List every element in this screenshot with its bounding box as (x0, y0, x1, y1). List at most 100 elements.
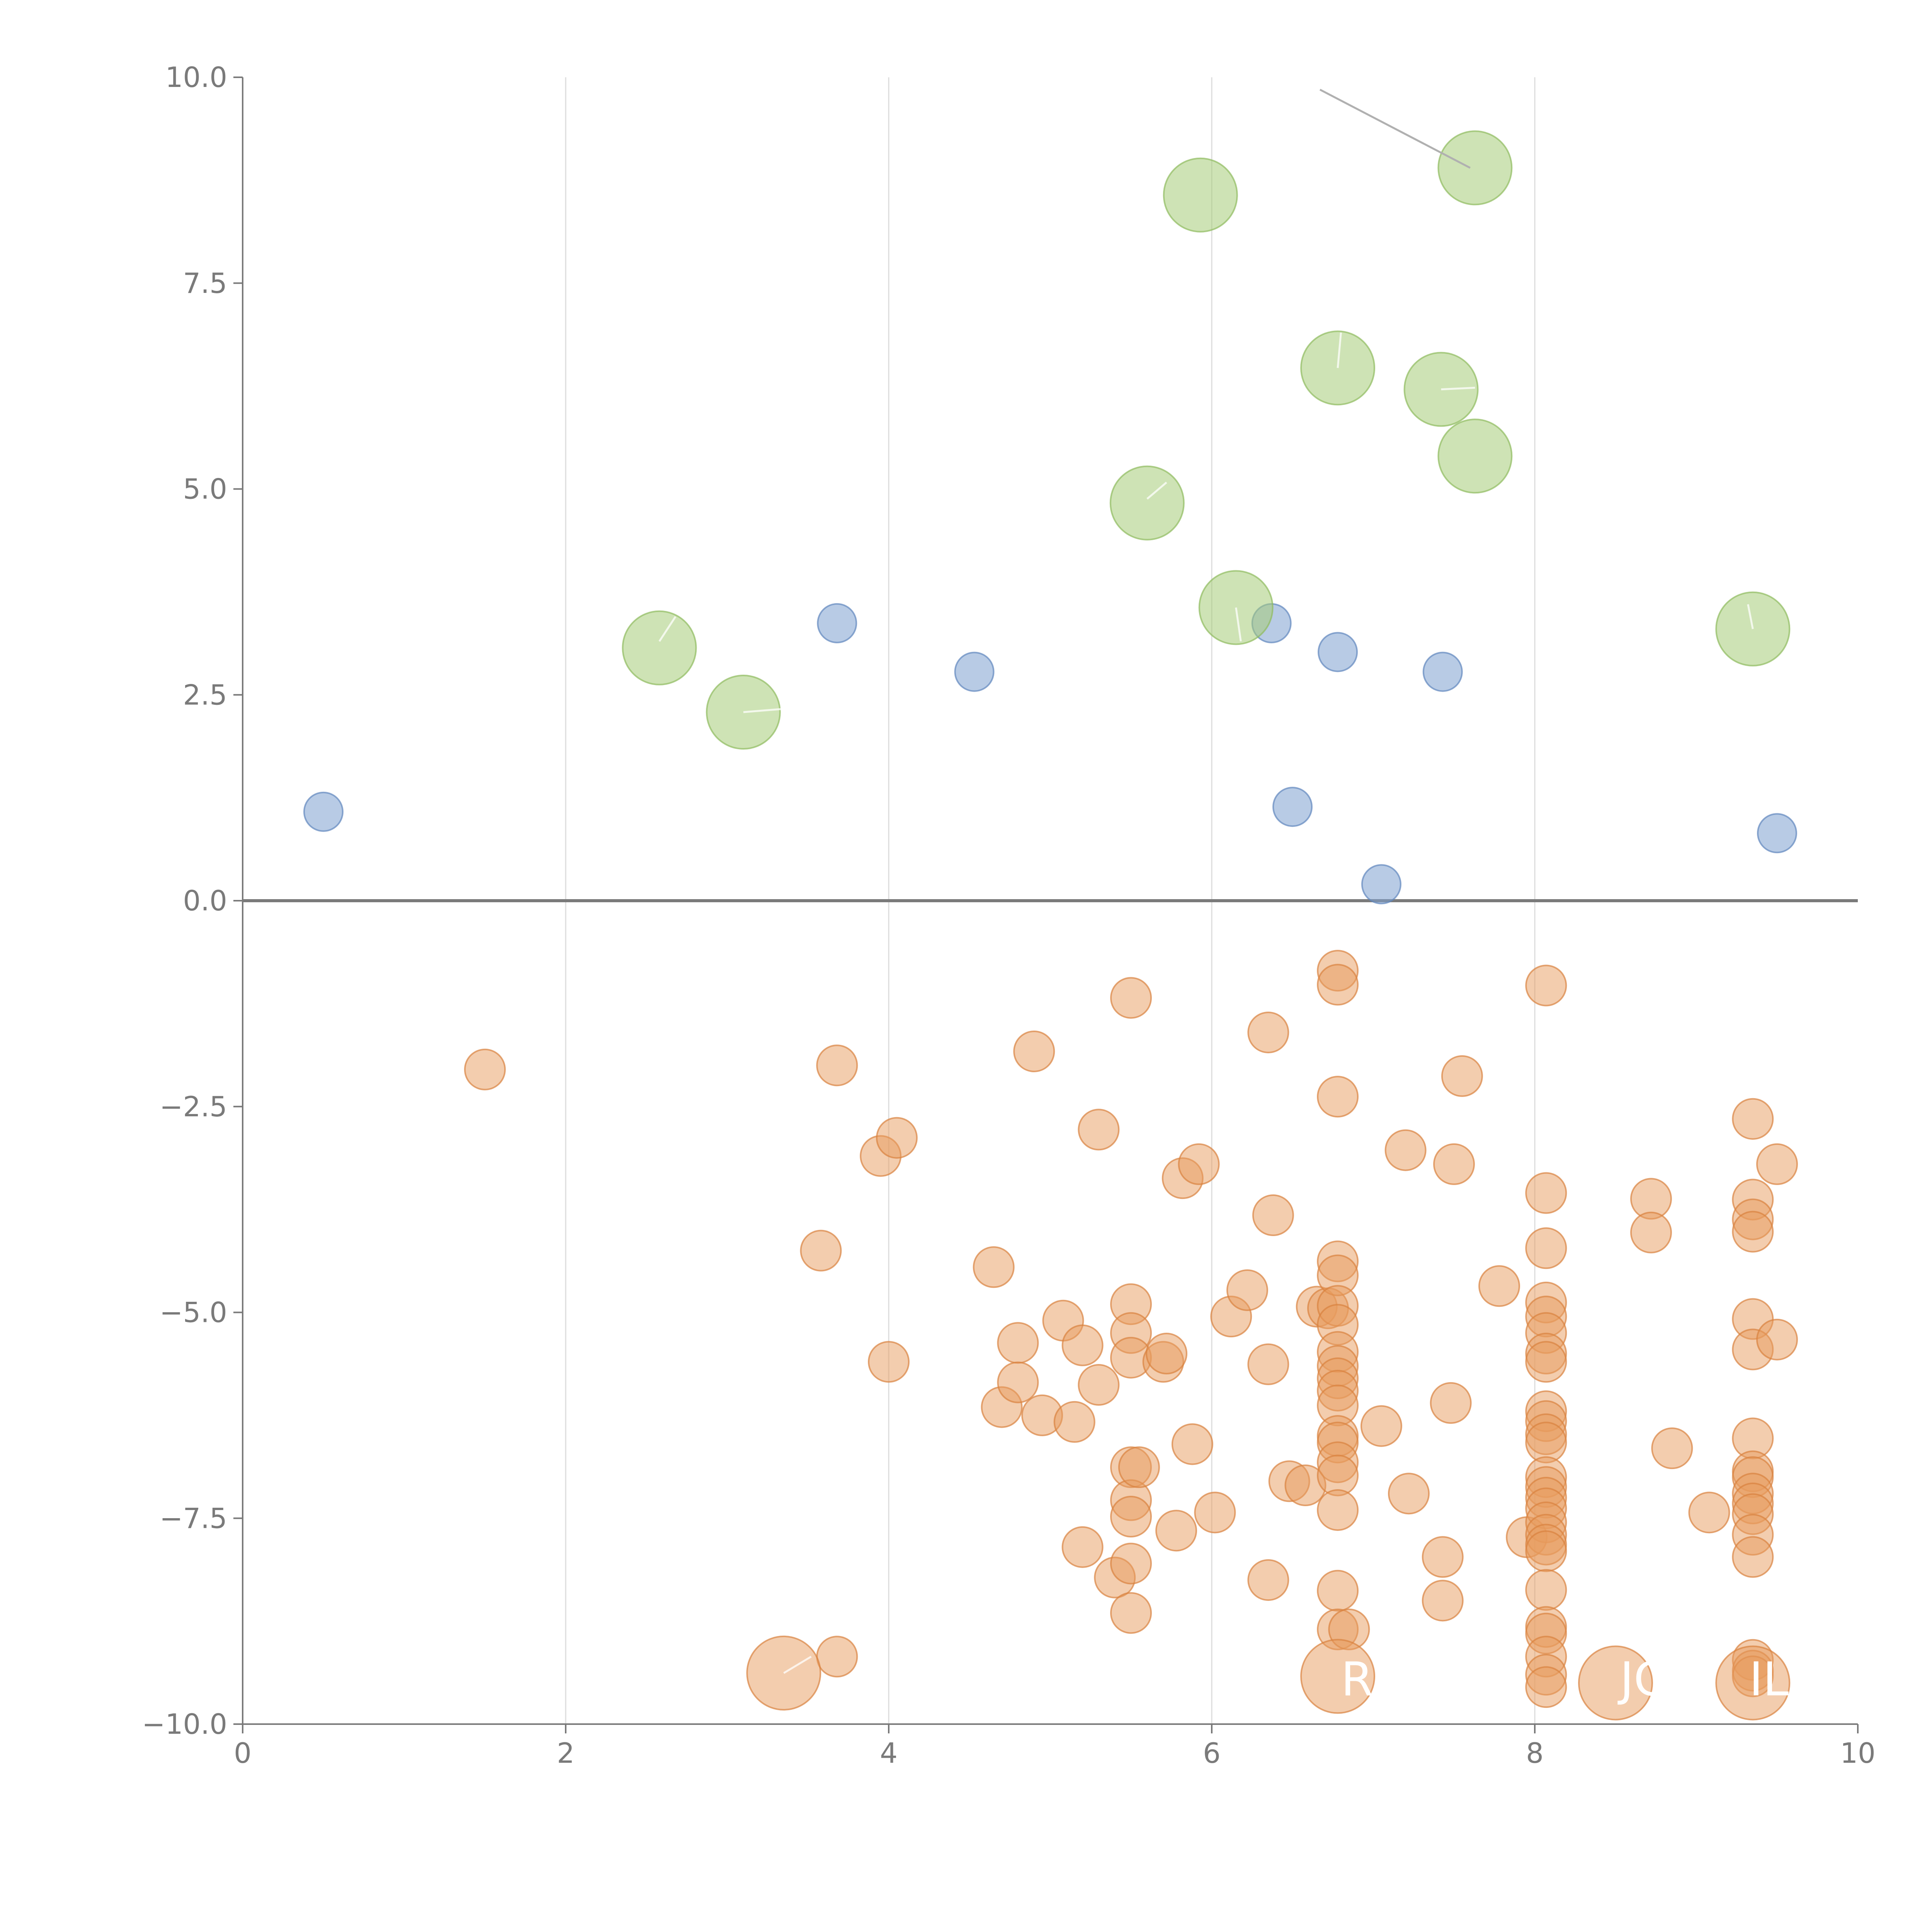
orange-bubble (1525, 1530, 1567, 1572)
orange-bubble (1110, 1592, 1152, 1634)
blue-bubble (1757, 813, 1797, 854)
orange-bubble (1715, 1645, 1791, 1721)
orange-bubble (1525, 1172, 1567, 1214)
orange-bubble (1110, 1495, 1152, 1537)
orange-bubble (1078, 1364, 1120, 1406)
x-tick-label: 8 (1526, 1737, 1544, 1769)
orange-bubble (1732, 1536, 1774, 1578)
green-bubble (1437, 130, 1513, 206)
green-bubble (1437, 418, 1513, 494)
orange-bubble (1388, 1473, 1430, 1515)
leader-line (1441, 386, 1475, 391)
y-tick-label: 5.0 (183, 473, 227, 505)
orange-bubble (1651, 1427, 1693, 1469)
x-tick-label: 10 (1840, 1737, 1876, 1769)
leader-line (783, 1656, 812, 1674)
orange-bubble (1360, 1405, 1402, 1447)
blue-bubble (303, 791, 344, 832)
blue-bubble (817, 603, 857, 643)
cluster-label: IL (1749, 1653, 1789, 1706)
x-tick-label: 2 (557, 1737, 575, 1769)
orange-bubble (1247, 1011, 1289, 1053)
orange-bubble (1578, 1645, 1653, 1721)
orange-bubble (1252, 1194, 1294, 1236)
orange-bubble (997, 1322, 1039, 1364)
orange-bubble (1118, 1446, 1160, 1488)
orange-bubble (1171, 1423, 1213, 1465)
orange-bubble (1441, 1055, 1483, 1097)
orange-bubble (868, 1341, 910, 1383)
orange-bubble (1478, 1265, 1520, 1307)
blue-bubble (1422, 651, 1463, 692)
orange-bubble (1422, 1580, 1464, 1622)
y-tick-label: 2.5 (183, 679, 227, 711)
blue-bubble (1318, 632, 1358, 672)
orange-bubble (1525, 1341, 1567, 1383)
orange-bubble (1061, 1324, 1104, 1366)
orange-bubble (1247, 1559, 1289, 1601)
orange-bubble (816, 1044, 858, 1087)
orange-bubble (1430, 1382, 1472, 1424)
orange-bubble (800, 1230, 842, 1272)
orange-bubble (1756, 1318, 1798, 1361)
axis-layer: 0 2 4 6 8 10 −10.0 −7.5 −5.0 −2.5 0.0 2.5 5.0 7.5 10.0 (142, 61, 1875, 1769)
y-tick-label: 10.0 (165, 61, 227, 94)
x-tick-label: 4 (880, 1737, 898, 1769)
orange-bubble (1226, 1269, 1268, 1311)
orange-bubble (1630, 1211, 1672, 1253)
orange-bubble (1384, 1129, 1427, 1171)
orange-bubble (1061, 1526, 1104, 1568)
orange-bubble (1756, 1143, 1798, 1185)
x-tick-label: 6 (1203, 1737, 1221, 1769)
y-tick-label: −10.0 (142, 1708, 227, 1740)
y-tick-label: −5.0 (160, 1296, 227, 1329)
orange-bubble (1317, 1076, 1359, 1118)
orange-bubble (1732, 1211, 1774, 1253)
orange-bubble (973, 1246, 1015, 1288)
orange-bubble (1317, 1489, 1359, 1531)
y-tick-label: 0.0 (183, 884, 227, 917)
orange-bubble (1110, 1543, 1152, 1585)
orange-bubble (1422, 1536, 1464, 1578)
cluster-label: R (1341, 1653, 1373, 1706)
y-tick-label: 7.5 (183, 267, 227, 299)
orange-bubble (1247, 1343, 1289, 1385)
leader-line (1337, 332, 1342, 368)
orange-bubble (1145, 1333, 1187, 1375)
leader-line (1747, 604, 1754, 629)
label-layer: R JC IL (1341, 1653, 1789, 1706)
orange-bubble (816, 1636, 858, 1678)
orange-bubble (1013, 1030, 1055, 1072)
orange-bubble (1525, 1569, 1567, 1611)
blue-bubble (1361, 864, 1401, 905)
leader-line-layer (658, 88, 1754, 1674)
orange-bubble (1525, 1227, 1567, 1269)
leader-line (658, 616, 677, 642)
green-bubble (1163, 157, 1238, 233)
orange-bubble (1688, 1492, 1730, 1534)
y-tick-label: −2.5 (160, 1090, 227, 1123)
cluster-label: JC (1617, 1653, 1666, 1706)
orange-bubble (1178, 1143, 1220, 1185)
orange-bubble (464, 1048, 506, 1090)
orange-bubble (1078, 1109, 1120, 1151)
leader-line (1146, 481, 1167, 500)
orange-bubble (1433, 1143, 1475, 1185)
orange-bubble (1300, 1639, 1376, 1714)
leader-line (1319, 88, 1471, 169)
orange-bubble (876, 1117, 918, 1159)
bubble-layer (303, 130, 1798, 1721)
blue-bubble (954, 651, 995, 692)
orange-bubble (1525, 1666, 1567, 1708)
blue-bubble (1272, 787, 1313, 827)
orange-bubble (997, 1361, 1039, 1403)
orange-bubble (1525, 964, 1567, 1007)
orange-bubble (1317, 964, 1359, 1006)
leader-line (743, 707, 784, 713)
orange-bubble (1053, 1401, 1095, 1443)
orange-bubble (1194, 1492, 1236, 1534)
leader-line (1235, 607, 1242, 642)
orange-bubble (1732, 1098, 1774, 1140)
